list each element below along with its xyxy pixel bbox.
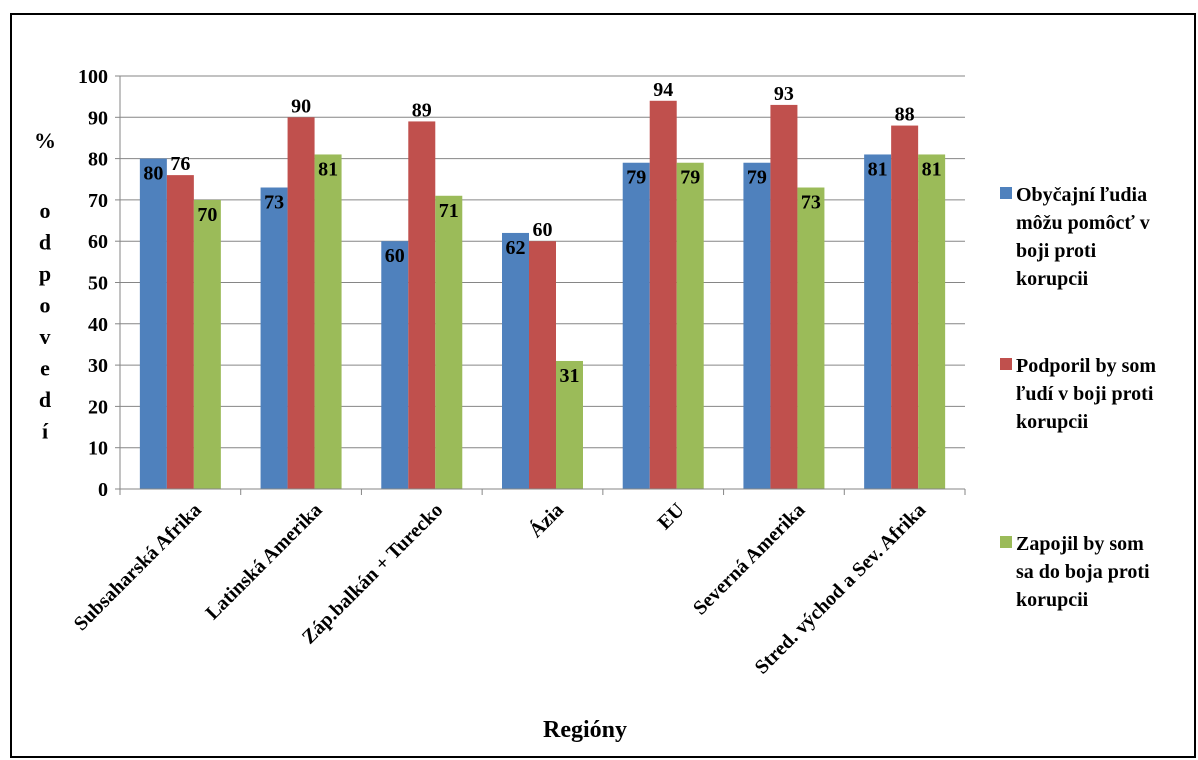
bar [864, 154, 892, 489]
bar [891, 125, 919, 489]
bar [529, 241, 556, 489]
y-axis-unit: % [34, 128, 56, 153]
bar [918, 154, 946, 489]
bar [743, 162, 771, 490]
bar [770, 104, 798, 489]
y-axis-title-letter: d [39, 230, 51, 255]
legend-swatch [1000, 187, 1012, 199]
y-tick-label: 20 [88, 396, 108, 418]
y-axis-title-letter: e [40, 356, 50, 381]
data-label: 81 [922, 158, 942, 180]
data-label: 90 [291, 95, 311, 117]
legend-label: Obyčajní ľudia [1016, 184, 1147, 206]
data-label: 70 [197, 204, 217, 226]
data-label: 60 [533, 219, 553, 241]
bar [193, 199, 221, 489]
bar [622, 162, 650, 490]
data-label: 60 [385, 245, 405, 267]
data-label: 94 [653, 79, 673, 101]
bar [381, 241, 409, 489]
data-label: 73 [264, 192, 284, 214]
legend-label: boji proti [1016, 240, 1097, 262]
data-label: 71 [439, 200, 459, 222]
bar [556, 360, 583, 489]
chart-frame: 0 10 20 30 40 50 60 70 80 90 100% o d p o v e d í Subsahars… [10, 13, 1196, 758]
bar [502, 232, 529, 489]
bar [139, 158, 167, 489]
legend-swatch [1000, 358, 1012, 370]
bar-chart: 0102030405060708090100%odpovedíSubsahars… [34, 66, 1156, 743]
legend-label: korupcii [1016, 589, 1089, 611]
bar [314, 154, 342, 489]
data-labels: 80 73 60 62 79 79 81 76 90 89 60 94 93 88 70 81 71 31 79 73… [143, 79, 941, 387]
data-label: 76 [170, 153, 190, 175]
legend-label: korupcii [1016, 411, 1089, 433]
y-tick-label: 10 [88, 438, 108, 460]
y-axis-title-letter: í [42, 419, 49, 444]
y-axis-title-letter: d [39, 387, 51, 412]
y-axis-title-letter: v [40, 324, 51, 349]
data-label: 79 [680, 167, 700, 189]
legend-label: Zapojil by som [1016, 533, 1144, 555]
x-axis-title: Regióny [543, 717, 627, 743]
y-tick-label: 30 [88, 355, 108, 377]
y-tick-label: 60 [88, 231, 108, 253]
legend-label: Podporil by som [1016, 355, 1156, 377]
bar [166, 175, 194, 489]
x-tick-label: Latinská Amerika [201, 499, 326, 624]
bar [408, 121, 436, 490]
data-label: 81 [318, 158, 338, 180]
legend-swatch [1000, 536, 1012, 548]
y-axis-title-letter: o [40, 198, 51, 223]
y-axis-title-letter: o [40, 293, 51, 318]
data-label: 79 [747, 167, 767, 189]
bar [676, 162, 704, 490]
x-tick-label: Záp.balkán + Turecko [298, 499, 448, 649]
bar [287, 117, 315, 490]
y-tick-label: 100 [78, 66, 108, 88]
data-label: 79 [626, 167, 646, 189]
y-tick-label: 80 [88, 149, 108, 171]
x-tick-label: Severná Amerika [689, 499, 809, 619]
bar [260, 187, 288, 489]
y-tick-label: 70 [88, 190, 108, 212]
x-tick-label: EU [654, 499, 689, 534]
legend-label: korupcii [1016, 268, 1089, 290]
x-tick-label: Ázia [524, 498, 568, 542]
y-axis-title-letter: p [39, 261, 51, 286]
y-tick-label: 40 [88, 314, 108, 336]
legend-label: ľudí v boji proti [1016, 383, 1154, 405]
data-label: 73 [801, 192, 821, 214]
x-tick-label: Subsaharská Afrika [70, 499, 206, 635]
y-tick-label: 50 [88, 273, 108, 295]
legend: Obyčajní ľudia môžu pomôcť v boji proti kor… [1000, 184, 1156, 611]
data-label: 62 [506, 237, 526, 259]
data-label: 89 [412, 99, 432, 121]
y-tick-label: 0 [98, 479, 108, 501]
bar [797, 187, 825, 489]
bar [649, 100, 677, 489]
legend-label: môžu pomôcť v [1016, 212, 1150, 234]
y-tick-label: 90 [88, 107, 108, 129]
data-label: 88 [895, 104, 915, 126]
data-label: 93 [774, 83, 794, 105]
data-label: 81 [868, 158, 888, 180]
data-label: 80 [143, 163, 163, 185]
bar [435, 195, 463, 489]
bars [139, 100, 946, 490]
data-label: 31 [560, 365, 580, 387]
legend-label: sa do boja proti [1016, 561, 1150, 583]
